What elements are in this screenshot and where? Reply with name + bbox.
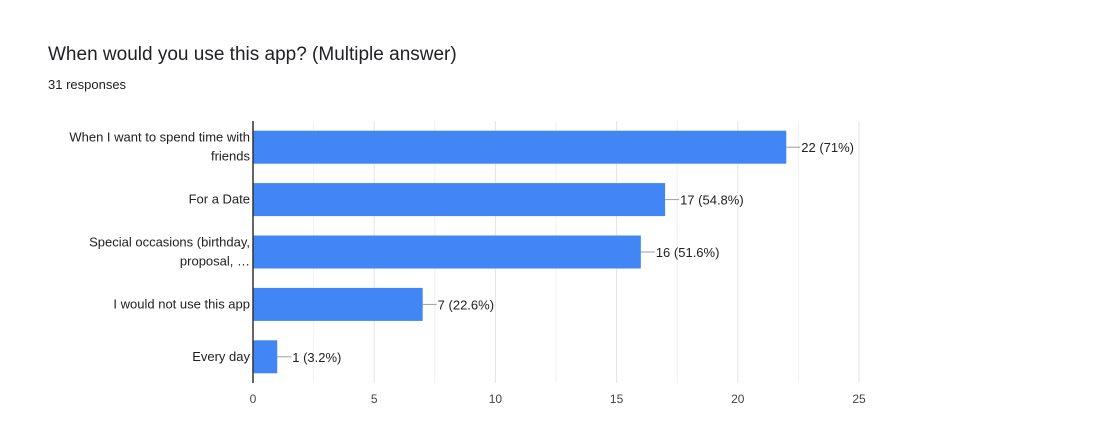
category-label: For a Date — [189, 192, 250, 207]
bar — [253, 340, 278, 374]
bars — [253, 130, 787, 374]
bar — [253, 287, 423, 321]
x-tick-label: 10 — [489, 392, 503, 406]
category-label: Every day — [192, 349, 250, 364]
value-label: 17 (54.8%) — [680, 193, 744, 208]
category-label: When I want to spend time with — [69, 130, 250, 145]
response-count: 31 responses — [48, 77, 127, 92]
value-label: 7 (22.6%) — [438, 297, 494, 312]
x-tick-label: 25 — [852, 392, 866, 406]
bar — [253, 235, 641, 269]
category-label: proposal, … — [180, 254, 250, 269]
value-label: 1 (3.2%) — [292, 350, 341, 365]
bar — [253, 130, 787, 164]
value-labels: 22 (71%) 17 (54.8%) 16 (51.6%) 7 (22.6%) 1 (… — [277, 140, 854, 365]
x-tick-label: 15 — [610, 392, 624, 406]
chart-title: When would you use this app? (Multiple a… — [48, 44, 457, 65]
value-label: 16 (51.6%) — [656, 245, 720, 260]
x-tick-labels: 0 5 10 15 20 25 — [250, 392, 866, 406]
category-label: Special occasions (birthday, — [89, 235, 250, 250]
category-labels: When I want to spend time with friends For… — [69, 130, 250, 364]
x-tick-label: 20 — [731, 392, 745, 406]
value-label: 22 (71%) — [801, 140, 854, 155]
gridlines — [313, 121, 860, 383]
x-tick-label: 5 — [371, 392, 378, 406]
category-label: friends — [211, 149, 251, 164]
category-label: I would not use this app — [113, 296, 250, 311]
x-tick-label: 0 — [250, 392, 257, 406]
bar — [253, 183, 666, 217]
